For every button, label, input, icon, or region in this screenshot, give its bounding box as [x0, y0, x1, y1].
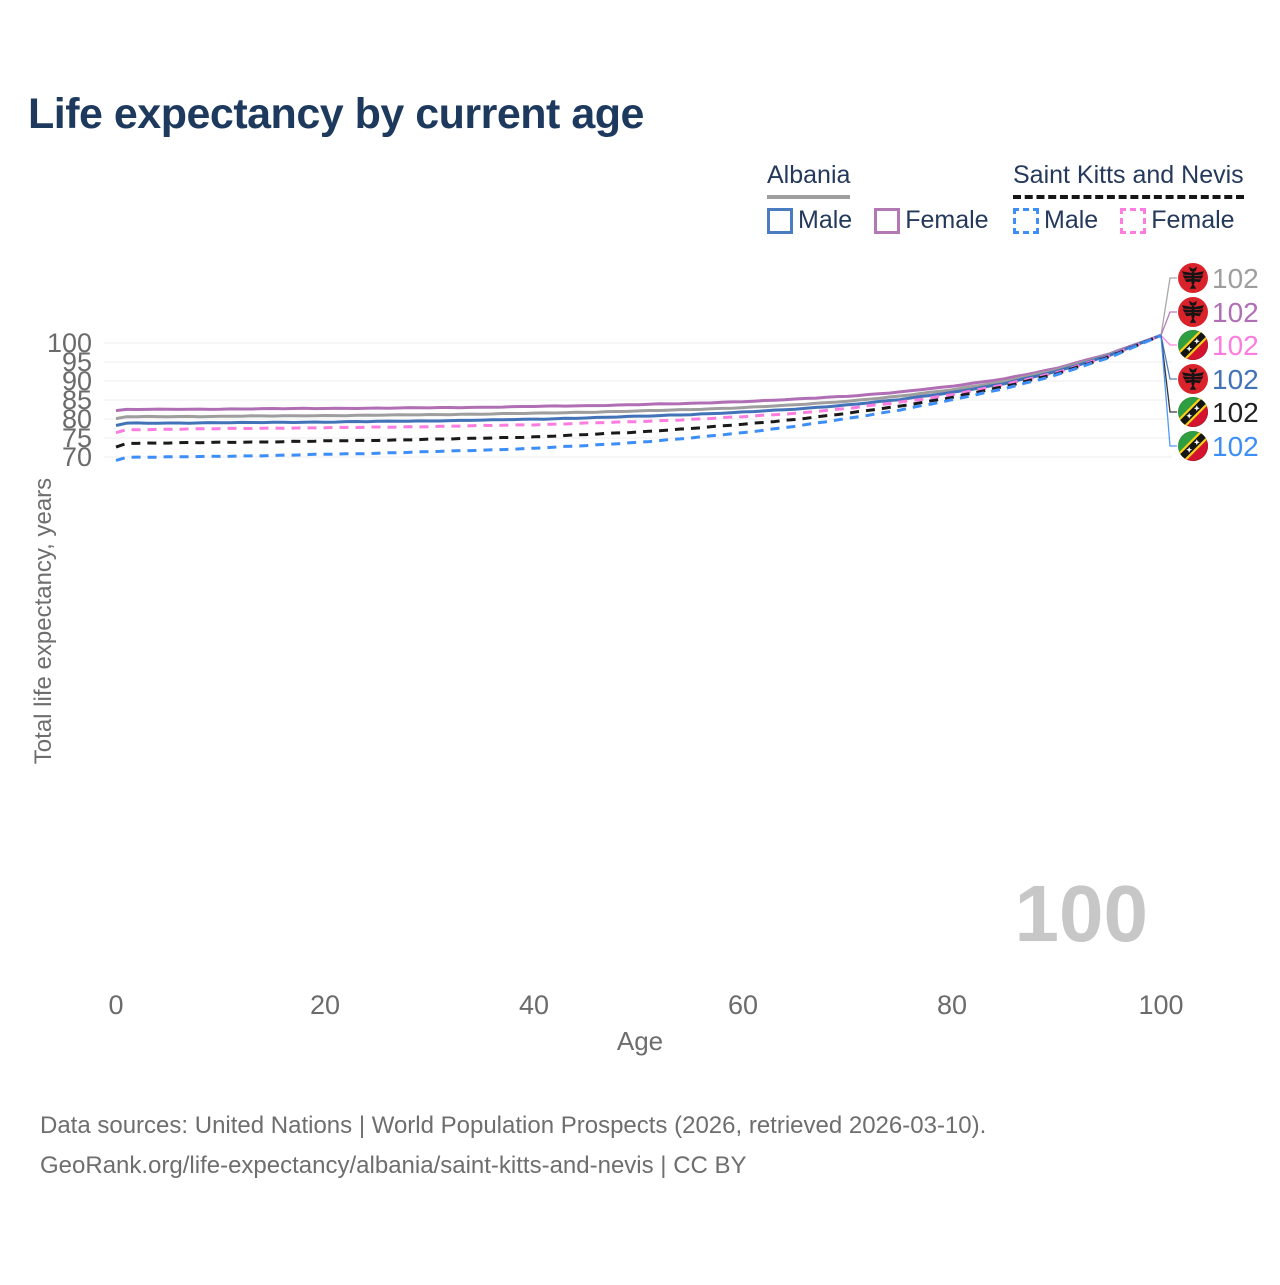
legend-item-albania-male[interactable]: Male — [767, 206, 852, 235]
legend-item-skn-male[interactable]: Male — [1013, 206, 1098, 235]
year-watermark: 100 — [1014, 869, 1148, 958]
legend-item-skn-female[interactable]: Female — [1120, 206, 1235, 235]
saint-kitts-and-nevis-flag-icon — [1177, 396, 1209, 428]
x-tick-40: 40 — [519, 990, 549, 1020]
x-tick-20: 20 — [310, 990, 340, 1020]
legend-group-saint-kitts-and-nevis: Saint Kitts and Nevis Male Female — [1013, 161, 1244, 235]
end-label-value: 102 — [1212, 397, 1259, 428]
series-line-albania-both-sexes[interactable] — [115, 333, 1162, 421]
x-tick-80: 80 — [937, 990, 967, 1020]
x-tick-0: 0 — [108, 990, 123, 1020]
legend-group-albania: Albania Male Female — [767, 161, 989, 235]
albania-female-swatch-icon — [874, 207, 901, 234]
y-tick-85: 85 — [62, 385, 92, 415]
end-label-value: 102 — [1212, 263, 1259, 294]
y-tick-95: 95 — [62, 347, 92, 377]
y-axis-title: Total life expectancy, years — [30, 477, 57, 765]
page-title: Life expectancy by current age — [28, 90, 644, 138]
end-label-leader — [1160, 277, 1177, 336]
legend-label-skn-female: Female — [1151, 206, 1235, 234]
saint-kitts-and-nevis-flag-icon — [1177, 329, 1209, 361]
end-label-leader — [1160, 335, 1177, 447]
albania-male-swatch-icon — [767, 207, 793, 234]
end-label-value: 102 — [1212, 431, 1259, 462]
y-tick-90: 90 — [62, 366, 92, 396]
legend-item-albania-female[interactable]: Female — [874, 206, 989, 235]
data-source-note: Data sources: United Nations | World Pop… — [40, 1106, 986, 1186]
series-line-saint-kitts-and-nevis-both-sexes[interactable] — [115, 334, 1162, 449]
end-label-leader — [1160, 335, 1177, 413]
end-label-leader — [1160, 334, 1177, 346]
saint-kitts-and-nevis-flag-icon — [1177, 430, 1209, 462]
albania-flag-icon — [1178, 297, 1208, 327]
albania-flag-icon — [1178, 364, 1208, 394]
albania-flag-icon — [1178, 263, 1208, 293]
data-source-line2: GeoRank.org/life-expectancy/albania/sain… — [40, 1152, 747, 1179]
y-tick-100: 100 — [47, 328, 92, 358]
end-label-value: 102 — [1212, 297, 1259, 328]
legend-label-albania-male: Male — [798, 206, 853, 234]
series-line-saint-kitts-and-nevis-male[interactable] — [115, 334, 1162, 462]
data-source-line1: Data sources: United Nations | World Pop… — [40, 1112, 987, 1139]
legend-label-skn-male: Male — [1044, 206, 1099, 234]
x-tick-60: 60 — [728, 990, 758, 1020]
end-label-leader — [1160, 311, 1177, 336]
legend-country-albania[interactable]: Albania — [767, 161, 851, 199]
end-label-leader — [1160, 335, 1177, 380]
y-tick-70: 70 — [62, 442, 92, 472]
y-tick-80: 80 — [62, 404, 92, 434]
legend-label-albania-female: Female — [905, 206, 989, 234]
end-label-value: 102 — [1212, 364, 1259, 395]
x-axis-title: Age — [616, 1026, 664, 1056]
series-line-albania-male[interactable] — [115, 333, 1162, 427]
y-tick-75: 75 — [62, 423, 92, 453]
series-line-albania-female[interactable] — [115, 333, 1162, 413]
legend-country-saint-kitts-and-nevis[interactable]: Saint Kitts and Nevis — [1013, 161, 1244, 199]
x-tick-100: 100 — [1138, 990, 1183, 1020]
skn-male-swatch-icon — [1013, 207, 1039, 234]
skn-female-swatch-icon — [1120, 207, 1147, 234]
end-label-value: 102 — [1212, 330, 1259, 361]
